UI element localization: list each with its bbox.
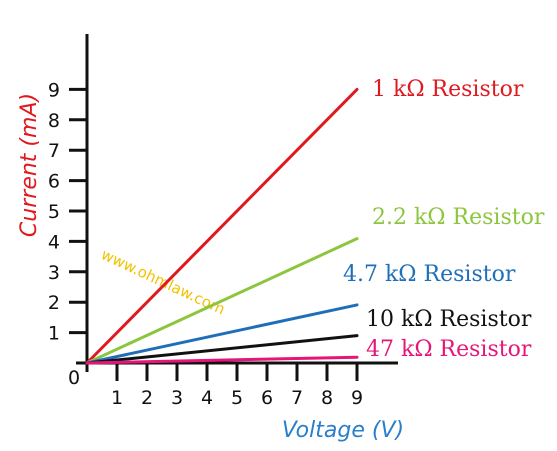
series-label: 10 kΩ Resistor [366,307,532,332]
origin-label: 0 [68,367,80,389]
y-tick-label: 8 [48,110,60,132]
series-label: 2.2 kΩ Resistor [372,205,545,230]
x-tick-label: 2 [141,387,153,409]
x-tick-label: 3 [171,387,183,409]
series-label: 1 kΩ Resistor [372,77,524,102]
x-tick-label: 4 [201,387,213,409]
x-axis-title: Voltage (V) [282,418,404,443]
series-line [85,334,359,365]
axes [76,34,398,372]
series-line [85,303,359,365]
y-axis-ticks: 1 2 3 4 5 6 7 8 9 [48,79,87,345]
y-tick-label: 9 [48,79,60,101]
y-axis-title: Current (mA) [17,93,42,237]
x-tick-label: 6 [261,387,273,409]
series-line [85,87,359,365]
x-tick-label: 9 [351,387,363,409]
y-tick-label: 3 [48,262,60,284]
series-line [85,355,359,365]
y-tick-label: 6 [48,171,60,193]
series-lines [85,87,359,365]
x-tick-label: 1 [111,387,123,409]
series-label: 47 kΩ Resistor [366,337,532,362]
x-tick-label: 5 [231,387,243,409]
y-tick-label: 4 [48,231,60,253]
y-tick-label: 5 [48,201,60,223]
x-tick-label: 7 [291,387,303,409]
y-tick-label: 1 [48,323,60,345]
series-labels: 1 kΩ Resistor 2.2 kΩ Resistor 4.7 kΩ Resis… [343,77,545,362]
y-tick-label: 2 [48,292,60,314]
x-tick-label: 8 [321,387,333,409]
series-line [85,237,359,365]
y-tick-label: 7 [48,140,60,162]
series-label: 4.7 kΩ Resistor [343,262,516,287]
